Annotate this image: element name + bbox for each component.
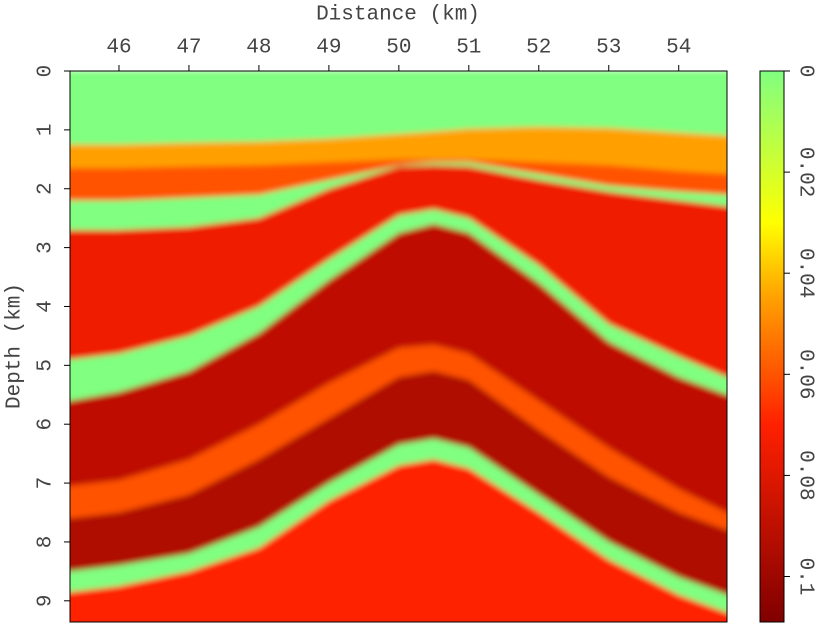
colorbar-tick-label: 0.02 bbox=[793, 147, 816, 197]
y-tick-label: 7 bbox=[35, 477, 58, 490]
plot-area bbox=[70, 71, 727, 622]
y-tick-label: 3 bbox=[35, 241, 58, 254]
colorbar-tick-label: 0.04 bbox=[793, 248, 816, 298]
x-tick-label: 50 bbox=[386, 37, 411, 60]
x-tick-label: 51 bbox=[456, 37, 481, 60]
y-tick-label: 8 bbox=[35, 536, 58, 549]
colorbar-tick-label: 0.08 bbox=[793, 450, 816, 500]
x-tick-label: 48 bbox=[246, 37, 271, 60]
y-tick-label: 2 bbox=[35, 182, 58, 195]
x-tick-label: 52 bbox=[526, 37, 551, 60]
colorbar-tick-label: 0.06 bbox=[793, 349, 816, 399]
x-tick-label: 53 bbox=[596, 37, 621, 60]
x-axis-label: Distance (km) bbox=[316, 4, 480, 27]
y-tick-label: 5 bbox=[35, 359, 58, 372]
y-tick-label: 1 bbox=[35, 124, 58, 137]
x-tick-label: 54 bbox=[666, 37, 691, 60]
colorbar-tick-label: 0 bbox=[793, 65, 816, 78]
y-tick-label: 9 bbox=[35, 595, 58, 608]
colorbar-tick-label: 0.1 bbox=[793, 558, 816, 596]
y-tick-label: 4 bbox=[35, 300, 58, 313]
x-tick-label: 47 bbox=[176, 37, 201, 60]
colorbar bbox=[759, 70, 785, 623]
x-tick-label: 46 bbox=[106, 37, 131, 60]
y-tick-label: 0 bbox=[35, 65, 58, 78]
layers bbox=[70, 71, 727, 622]
layer bbox=[70, 459, 727, 622]
x-tick-label: 49 bbox=[316, 37, 341, 60]
y-axis-label: Depth (km) bbox=[4, 283, 27, 409]
y-tick-label: 6 bbox=[35, 418, 58, 431]
